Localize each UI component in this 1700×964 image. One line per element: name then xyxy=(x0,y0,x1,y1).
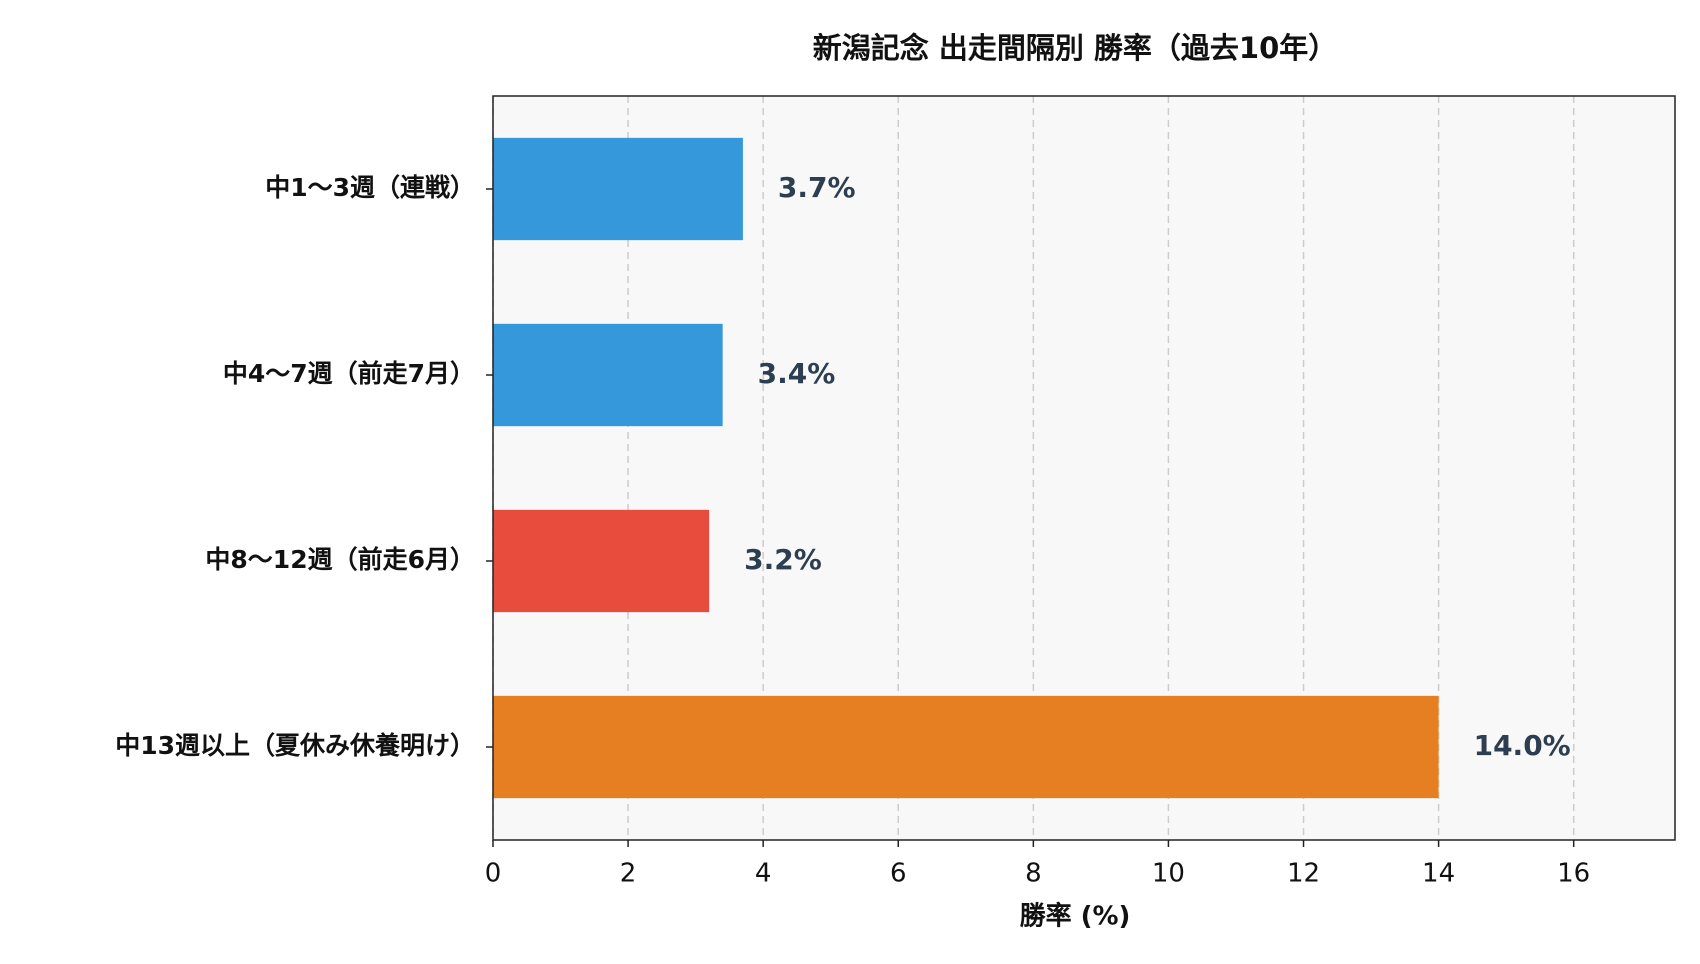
x-tick-label: 8 xyxy=(1025,859,1042,889)
y-tick-label: 中4〜7週（前走7月） xyxy=(223,359,475,388)
chart-title: 新潟記念 出走間隔別 勝率（過去10年） xyxy=(813,31,1338,65)
x-tick-label: 12 xyxy=(1287,859,1320,889)
value-label: 14.0% xyxy=(1474,729,1571,762)
value-label: 3.7% xyxy=(778,171,856,204)
y-tick-label: 中13週以上（夏休み休養明け） xyxy=(115,731,475,760)
x-tick-label: 0 xyxy=(485,859,502,889)
x-tick-label: 2 xyxy=(620,859,637,889)
x-tick-label: 14 xyxy=(1422,859,1455,889)
x-tick-label: 6 xyxy=(890,859,907,889)
bar xyxy=(493,137,743,241)
x-tick-label: 4 xyxy=(755,859,772,889)
bar xyxy=(493,695,1439,799)
x-tick-label: 16 xyxy=(1557,859,1590,889)
value-label: 3.2% xyxy=(744,543,822,576)
bar xyxy=(493,509,710,613)
bars xyxy=(493,137,1439,799)
x-axis-label: 勝率 (%) xyxy=(1020,901,1131,932)
plot-frame xyxy=(492,95,1676,841)
value-label: 3.4% xyxy=(758,357,836,390)
y-tick-label: 中1〜3週（連戦） xyxy=(265,173,475,202)
x-tick-label: 10 xyxy=(1152,859,1185,889)
bar xyxy=(493,323,723,427)
y-tick-label: 中8〜12週（前走6月） xyxy=(205,545,475,574)
